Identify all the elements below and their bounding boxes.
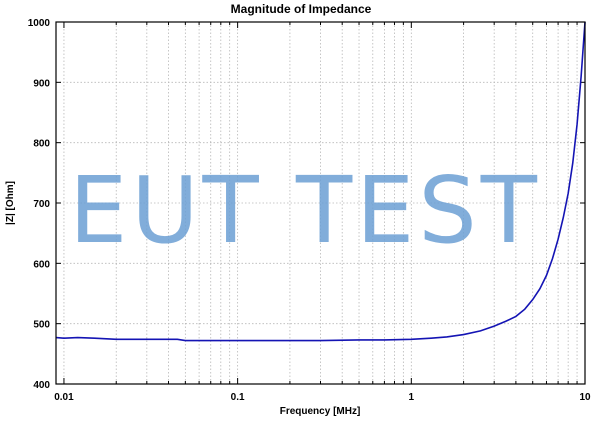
plot-frame [55,21,586,385]
x-tick-label: 0.1 [231,392,245,403]
impedance-series-line [55,21,586,342]
y-tick-labels: 400 500 600 700 800 900 1000 [28,18,51,391]
grid-lines [56,22,585,384]
y-tick-label: 700 [33,199,50,210]
y-tick-label: 600 [33,259,50,270]
chart-title: Magnitude of Impedance [231,2,372,16]
y-axis-label: |Z| [Ohm] [5,181,16,225]
y-tick-label: 500 [33,320,50,331]
y-tick-label: 1000 [28,18,51,29]
x-tick-labels: 0.01 0.1 1 10 [54,392,591,403]
x-tick-label: 0.01 [54,392,74,403]
x-tick-label: 10 [579,392,591,403]
y-tick-label: 800 [33,139,50,150]
x-axis-label: Frequency [MHz] [280,406,361,417]
y-tick-label: 400 [33,380,50,391]
x-tick-label: 1 [409,392,415,403]
watermark-text: EUT TEST [69,157,541,264]
y-tick-label: 900 [33,78,50,89]
